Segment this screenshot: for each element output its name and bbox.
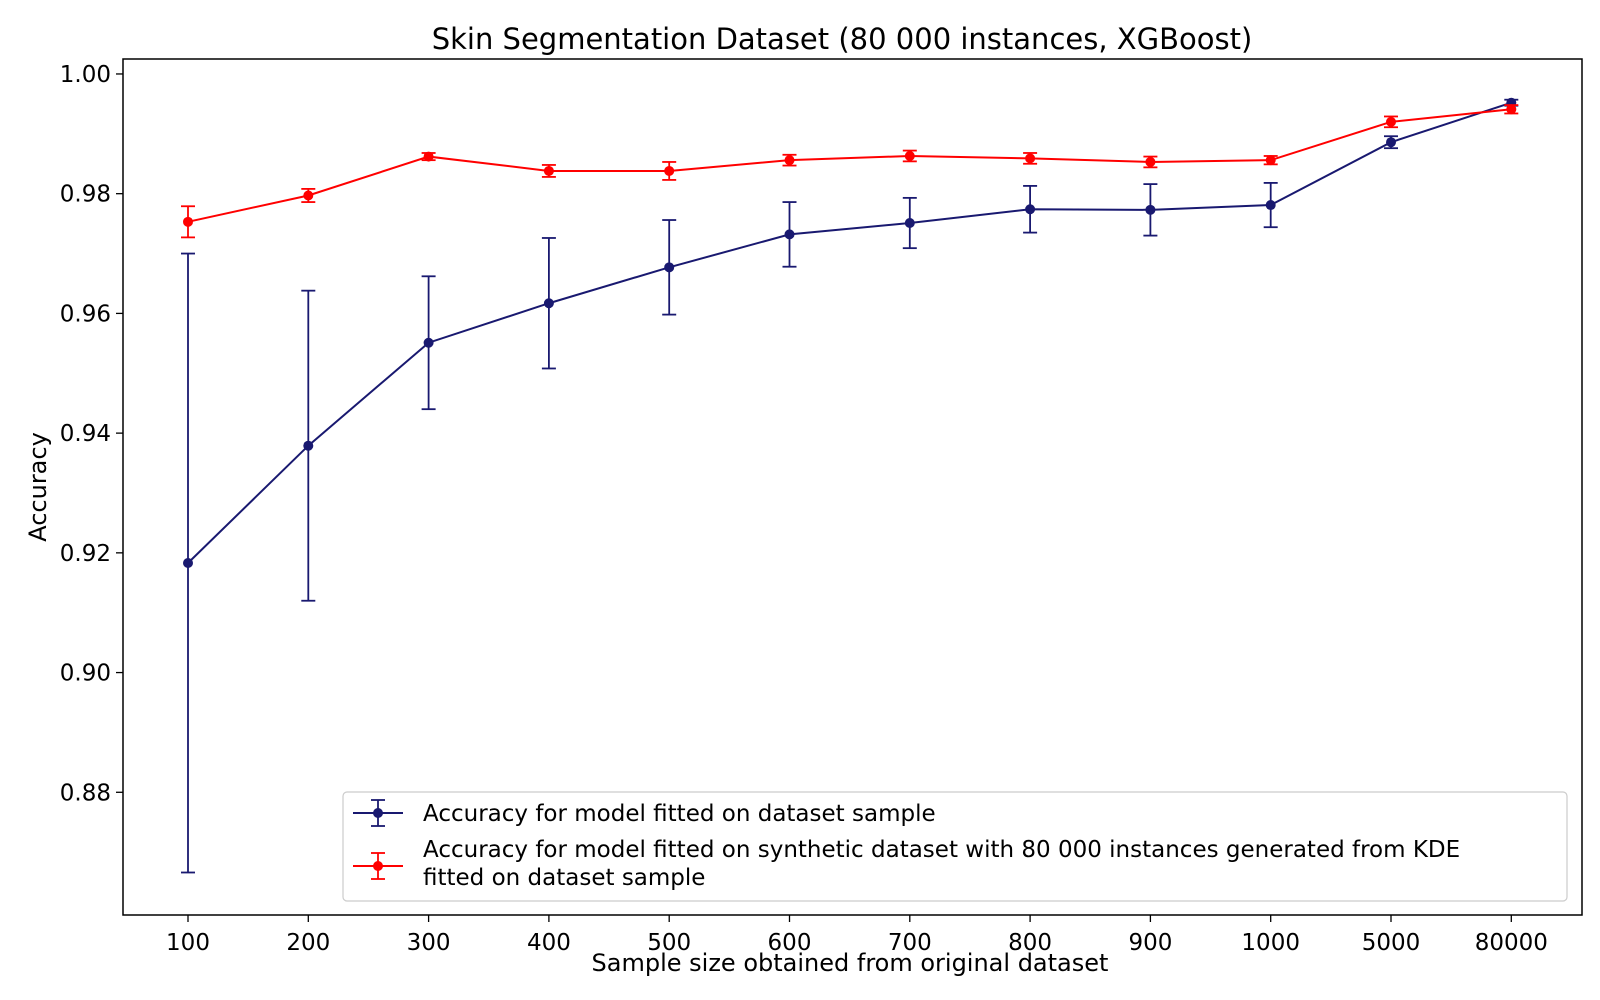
x-tick-label: 700 <box>888 930 932 956</box>
chart-title: Skin Segmentation Dataset (80 000 instan… <box>432 22 1253 56</box>
y-tick-label: 0.94 <box>60 421 111 447</box>
data-point <box>303 190 314 201</box>
legend-label-synthetic-line2: fitted on dataset sample <box>423 865 705 891</box>
y-axis-label: Accuracy <box>24 432 52 542</box>
legend-label-synthetic-line1: Accuracy for model fitted on synthetic d… <box>423 837 1460 863</box>
data-point <box>1386 116 1396 127</box>
x-tick-label: 500 <box>647 930 691 956</box>
data-point <box>784 155 795 166</box>
legend-box <box>342 791 1568 902</box>
data-point <box>183 558 193 569</box>
legend: Accuracy for model fitted on dataset sam… <box>342 791 1568 902</box>
x-tick-label: 300 <box>407 930 451 956</box>
x-tick-label: 5000 <box>1362 930 1421 956</box>
x-tick-label: 1000 <box>1241 930 1300 956</box>
data-point <box>664 165 675 176</box>
x-tick-label: 800 <box>1008 930 1052 956</box>
y-tick-label: 0.98 <box>60 182 111 208</box>
data-point <box>543 298 554 309</box>
data-point <box>183 216 193 227</box>
y-axis: 0.88 0.90 0.92 0.94 0.96 0.98 1.00 <box>60 62 123 806</box>
data-point <box>1025 153 1036 164</box>
series-line <box>187 101 1512 564</box>
data-point <box>1265 155 1276 166</box>
plot-frame <box>122 58 1583 916</box>
data-point <box>423 151 434 162</box>
legend-swatch-marker <box>373 808 383 818</box>
x-tick-label: 200 <box>286 930 330 956</box>
data-point <box>303 440 314 451</box>
x-tick-label: 400 <box>527 930 571 956</box>
data-point <box>1265 200 1276 211</box>
data-point <box>423 337 434 348</box>
y-tick-label: 0.88 <box>60 780 111 806</box>
x-tick-label: 80000 <box>1475 930 1548 956</box>
data-point <box>904 150 915 161</box>
data-point <box>664 262 675 273</box>
series-sample <box>181 97 1519 874</box>
y-tick-label: 0.96 <box>60 301 111 327</box>
x-tick-label: 100 <box>166 930 210 956</box>
x-tick-label: 600 <box>768 930 812 956</box>
data-point <box>1386 137 1396 148</box>
x-tick-label: 900 <box>1128 930 1172 956</box>
legend-swatches <box>353 799 403 880</box>
x-axis: 100 200 300 400 500 600 700 800 900 1000 5000 80000 <box>166 915 1548 956</box>
legend-swatch-marker <box>373 861 383 871</box>
data-point <box>784 229 795 240</box>
data-point <box>1506 104 1517 115</box>
data-point <box>543 165 554 176</box>
data-point <box>1145 204 1156 215</box>
data-point <box>1145 156 1156 167</box>
y-tick-label: 0.90 <box>60 661 111 687</box>
x-axis-label: Sample size obtained from original datas… <box>592 949 1109 977</box>
plot-marks <box>181 97 1519 874</box>
legend-label-sample: Accuracy for model fitted on dataset sam… <box>423 801 936 827</box>
series-line <box>187 108 1512 223</box>
data-point <box>1025 204 1036 215</box>
series-synthetic <box>181 104 1519 239</box>
y-tick-label: 1.00 <box>60 62 111 88</box>
data-point <box>904 218 915 229</box>
y-tick-label: 0.92 <box>60 541 111 567</box>
